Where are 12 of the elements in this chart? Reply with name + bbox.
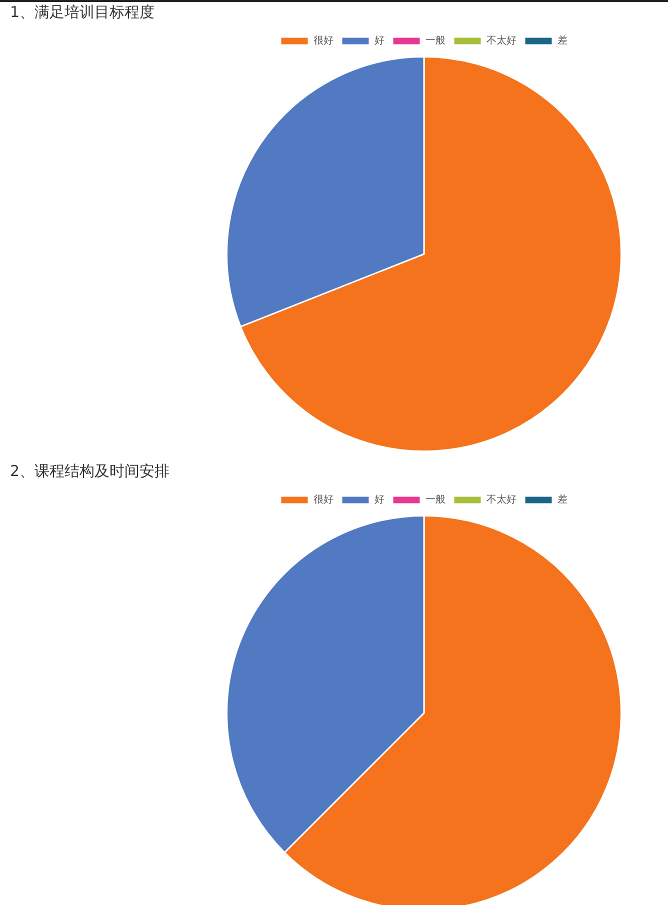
legend-label: 差 bbox=[558, 34, 568, 47]
text: 1、满足培训目标程度 bbox=[10, 2, 155, 22]
legend-label: 不太好 bbox=[486, 494, 516, 506]
legend-label: 一般 bbox=[426, 36, 446, 47]
legend-label: 不太好 bbox=[486, 34, 516, 47]
legend-label: 好 bbox=[374, 36, 384, 47]
text: 2、课程结构及时间安排 bbox=[10, 461, 170, 481]
legend-label: 差 bbox=[558, 494, 568, 506]
legend-label: 很好 bbox=[314, 494, 334, 506]
legend-label: 好 bbox=[374, 494, 384, 506]
legend-label: 很好 bbox=[314, 36, 334, 47]
legend-label: 一般 bbox=[426, 494, 446, 506]
